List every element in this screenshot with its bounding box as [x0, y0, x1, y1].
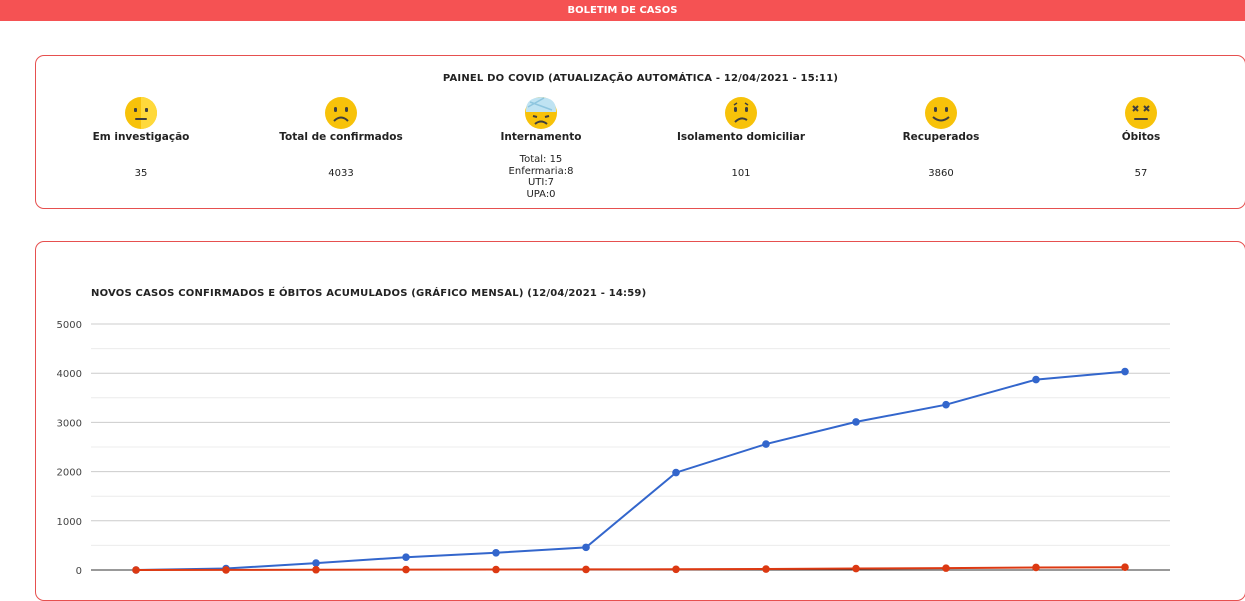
series-line-0 — [135, 370, 1126, 571]
bandaged-face-icon — [525, 97, 557, 129]
internamento-details: Total: 15 Enfermaria:8 UTI:7 UPA:0 — [441, 154, 641, 200]
data-point — [492, 548, 500, 557]
y-tick-label: 5000 — [57, 320, 82, 331]
stat-label: Em investigação — [92, 131, 190, 143]
stat-isolamento-domiciliar: Isolamento domiciliar 101 — [641, 96, 841, 180]
stat-value: 35 — [134, 168, 148, 179]
series-line-1 — [135, 566, 1126, 571]
y-tick-label: 2000 — [57, 468, 82, 479]
data-point — [942, 400, 950, 409]
data-point — [132, 566, 140, 574]
neutral-face-icon — [125, 97, 157, 129]
stat-label: Total de confirmados — [279, 131, 403, 143]
stat-label: Óbitos — [1121, 131, 1161, 143]
stat-obitos: Óbitos 57 — [1041, 96, 1241, 180]
stat-value: 3860 — [928, 168, 954, 179]
data-point — [942, 564, 950, 572]
confused-face-icon — [725, 97, 757, 129]
y-tick-label: 3000 — [57, 418, 82, 429]
dizzy-face-icon — [1125, 97, 1157, 129]
covid-panel-card: PAINEL DO COVID (ATUALIZAÇÃO AUTOMÁTICA … — [35, 55, 1245, 209]
y-tick-label: 4000 — [57, 369, 82, 380]
stat-value: 4033 — [328, 168, 354, 179]
chart-title: NOVOS CASOS CONFIRMADOS E ÓBITOS ACUMULA… — [91, 288, 647, 299]
data-point — [582, 543, 590, 552]
page-title: BOLETIM DE CASOS — [567, 5, 678, 16]
data-point — [1032, 563, 1040, 572]
stat-label: Recuperados — [902, 131, 980, 143]
frowning-face-icon — [325, 97, 357, 129]
y-tick-label: 0 — [76, 566, 82, 577]
data-point — [402, 565, 410, 574]
data-point — [1032, 375, 1040, 384]
data-point — [852, 418, 860, 426]
y-tick-label: 1000 — [57, 517, 82, 528]
data-point — [222, 566, 230, 574]
stat-label: Isolamento domiciliar — [676, 131, 806, 143]
stat-value: 101 — [731, 168, 751, 179]
data-point — [672, 565, 680, 574]
data-point — [1121, 367, 1129, 376]
data-point — [1121, 563, 1129, 571]
stat-em-investigacao: Em investigação 35 — [41, 96, 241, 180]
chart-card: NOVOS CASOS CONFIRMADOS E ÓBITOS ACUMULA… — [35, 241, 1245, 601]
data-point — [672, 468, 680, 477]
stat-total-confirmados: Total de confirmados 4033 — [241, 96, 441, 180]
data-point — [402, 553, 410, 562]
top-bar: BOLETIM DE CASOS — [0, 0, 1245, 21]
stat-value: 57 — [1134, 168, 1148, 179]
data-point — [762, 440, 770, 448]
data-point — [312, 559, 320, 567]
data-point — [312, 565, 320, 574]
internamento-total: Total: 15 — [519, 154, 563, 165]
internamento-enfermaria: Enfermaria:8 — [508, 165, 574, 177]
data-point — [582, 565, 590, 574]
panel-title: PAINEL DO COVID (ATUALIZAÇÃO AUTOMÁTICA … — [442, 73, 839, 84]
data-point — [852, 564, 860, 573]
smiling-face-icon — [925, 97, 957, 129]
internamento-uti: UTI:7 — [527, 177, 555, 188]
stat-internamento: Internamento Total: 15 Enfermaria:8 UTI:… — [441, 96, 641, 200]
data-point — [492, 565, 500, 574]
stat-recuperados: Recuperados 3860 — [841, 96, 1041, 180]
stat-label: Internamento — [500, 131, 582, 143]
data-point — [762, 565, 770, 573]
line-chart: 0 1000 2000 3000 4000 5000 — [57, 320, 1170, 577]
internamento-upa: UPA:0 — [526, 188, 556, 200]
